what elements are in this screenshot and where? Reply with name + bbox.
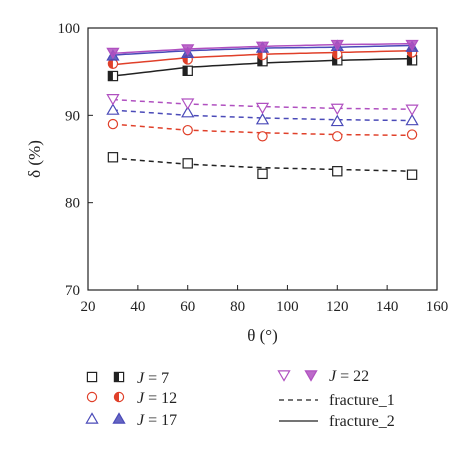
legend-marker-filled: [113, 391, 125, 403]
data-point: [181, 105, 195, 118]
data-point: [332, 166, 343, 177]
x-tick-label: 40: [130, 299, 145, 315]
data-point: [107, 70, 119, 82]
data-point: [182, 124, 193, 136]
y-tick-label: 70: [65, 283, 80, 299]
plot-area: [87, 27, 438, 291]
data-point: [106, 103, 120, 115]
legend-marker-filled: [113, 371, 125, 383]
chart-marks: [106, 39, 419, 180]
data-point: [182, 65, 193, 76]
series-2: [107, 118, 418, 142]
series-0: [107, 152, 418, 180]
legend-marker-filled: [112, 412, 126, 424]
data-point: [332, 49, 343, 60]
data-point: [106, 94, 120, 106]
x-axis-label: θ (°): [247, 326, 278, 345]
data-point: [106, 47, 120, 60]
legend-label: J = 7: [137, 370, 169, 387]
x-tick-label: 60: [180, 299, 195, 315]
data-point: [405, 113, 419, 126]
legend-marker-open: [86, 391, 98, 403]
legend-label: J = 17: [137, 412, 177, 429]
series-1: [107, 55, 418, 82]
x-tick-label: 20: [81, 299, 96, 315]
data-point: [182, 158, 193, 169]
data-point: [330, 39, 344, 52]
plot-frame: [87, 27, 438, 291]
legend-label: J = 22: [329, 368, 369, 385]
data-point: [182, 54, 193, 65]
data-point: [406, 169, 418, 180]
legend-marker-open: [277, 370, 291, 382]
data-point: [405, 104, 419, 117]
data-point: [107, 152, 119, 163]
data-point: [330, 103, 344, 116]
series-7: [106, 39, 419, 60]
y-tick-label: 90: [65, 108, 80, 124]
data-point: [255, 112, 270, 125]
series-4: [106, 103, 419, 127]
series-6: [106, 94, 419, 117]
axes: 20 40 60 80 100 120 140 160 70 80 90 100 θ (°) δ (%): [25, 21, 448, 345]
y-tick-label: 100: [58, 21, 81, 37]
legend-label-fracture-1: fracture_1: [329, 392, 395, 409]
data-point: [181, 98, 195, 110]
data-point: [255, 41, 270, 54]
data-point: [257, 168, 268, 180]
y-tick-label: 80: [65, 196, 80, 212]
data-point: [405, 39, 419, 52]
data-point: [330, 114, 344, 127]
x-tick-label: 140: [376, 299, 399, 315]
data-point: [332, 131, 343, 142]
y-axis-label: δ (%): [25, 140, 44, 178]
legend-marker-open: [85, 412, 99, 424]
legend-marker-filled: [304, 370, 318, 382]
legend-marker-open: [86, 371, 98, 383]
data-point: [255, 102, 270, 115]
legend-label-fracture-2: fracture_2: [329, 413, 395, 430]
legend: J = 7 J = 12 J = 17 J = 22 fracture_1fractur…: [85, 368, 395, 430]
fit-line: [112, 98, 413, 110]
data-point: [257, 131, 268, 142]
x-tick-label: 80: [230, 299, 245, 315]
legend-label: J = 12: [137, 390, 177, 407]
data-point: [181, 44, 195, 56]
data-point: [107, 118, 119, 130]
x-tick-label: 160: [426, 299, 449, 315]
data-point: [406, 129, 418, 140]
x-tick-label: 100: [276, 299, 299, 315]
x-tick-label: 120: [326, 299, 349, 315]
